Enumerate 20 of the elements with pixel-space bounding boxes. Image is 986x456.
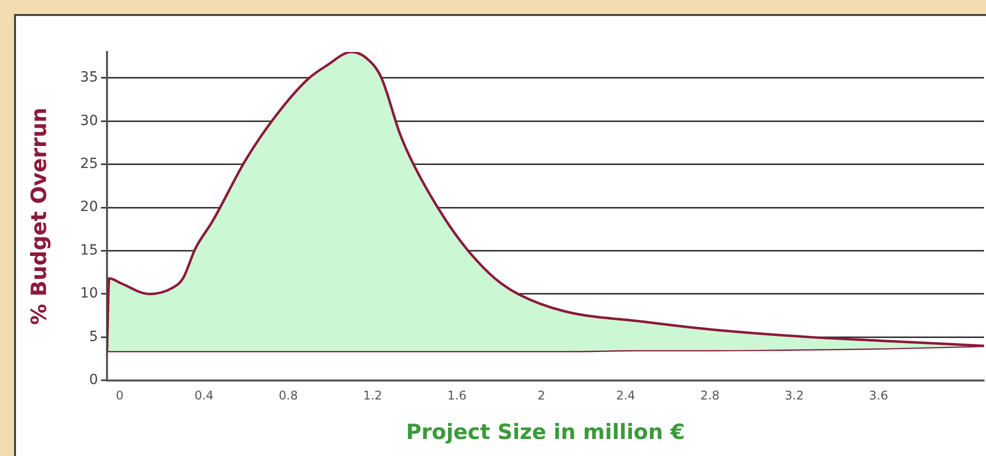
y-tick-label: 35 bbox=[80, 70, 98, 86]
y-tick-label: 20 bbox=[80, 199, 98, 216]
y-tick-label: 15 bbox=[80, 242, 98, 258]
x-tick-label: 3.2 bbox=[784, 388, 804, 403]
x-tick-label: 0 bbox=[116, 388, 124, 403]
x-tick-label: 0.8 bbox=[278, 388, 298, 403]
y-tick-label: 5 bbox=[89, 328, 98, 345]
y-tick-label: 30 bbox=[80, 112, 98, 129]
x-tick-label: 2 bbox=[537, 388, 546, 403]
y-tick-label: 0 bbox=[89, 372, 98, 388]
x-tick-label: 0.4 bbox=[194, 388, 214, 403]
y-tick-label: 10 bbox=[80, 286, 98, 302]
x-tick-label: 2.8 bbox=[700, 388, 720, 403]
x-tick-label: 3.6 bbox=[869, 388, 888, 403]
x-tick-label: 1.6 bbox=[447, 388, 467, 403]
x-tick-label: 2.4 bbox=[616, 388, 636, 403]
x-tick-label: 1.2 bbox=[363, 388, 382, 403]
y-tick-label: 25 bbox=[80, 156, 98, 172]
y-axis-title: % Budget Overrun bbox=[27, 108, 52, 325]
x-axis-title: Project Size in million € bbox=[406, 420, 685, 444]
